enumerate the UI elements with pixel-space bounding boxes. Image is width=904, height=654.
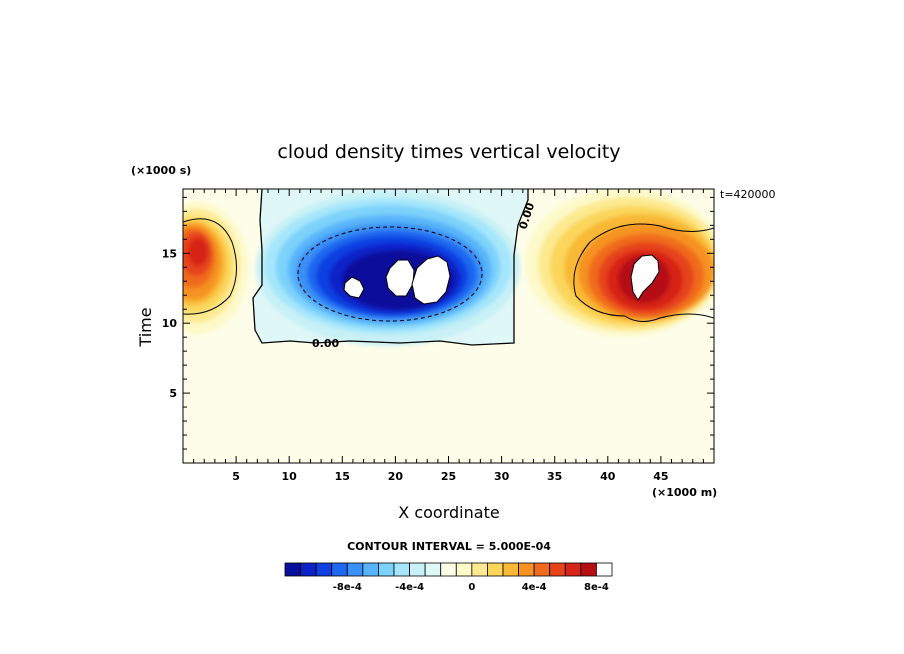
x-tick-label: 20 — [388, 470, 404, 483]
colorbar-swatch — [580, 562, 597, 577]
colorbar-swatch — [564, 562, 582, 577]
x-tick-label: 30 — [494, 470, 510, 483]
neg-hole-3 — [411, 255, 451, 305]
colorbar-tick-label: 4e-4 — [522, 582, 547, 593]
y-tick-label: 15 — [162, 247, 177, 260]
colorbar-swatch — [409, 562, 426, 577]
colorbar-tick-label: -8e-4 — [333, 582, 362, 593]
y-axis-label: Time — [136, 307, 155, 347]
colorbar-swatch — [284, 562, 301, 577]
pos-hole-right — [630, 254, 660, 301]
colorbar-swatch — [393, 562, 410, 577]
contour-label-bottom: 0.00 — [312, 337, 339, 350]
zero-contour-line-center — [252, 189, 529, 346]
colorbar-swatch — [362, 562, 379, 577]
x-tick-label: 10 — [282, 470, 298, 483]
colorbar-swatch — [596, 562, 613, 577]
colorbar-swatch — [487, 562, 504, 577]
colorbar-swatch — [378, 562, 395, 577]
plot-area: 0.00 0.00 — [183, 189, 714, 463]
contour-interval-label: CONTOUR INTERVAL = 5.000E-04 — [347, 540, 551, 553]
colorbar-swatch — [331, 562, 348, 577]
positive-cell-left — [183, 202, 248, 334]
x-tick-label: 35 — [547, 470, 562, 483]
contour-line-left — [183, 218, 237, 315]
colorbar-swatch — [502, 562, 519, 577]
time-stamp-label: t=420000 — [720, 188, 776, 201]
colorbar-swatch — [471, 562, 488, 577]
negative-contour-line — [297, 226, 483, 322]
colorbar-swatch — [518, 562, 535, 577]
colorbar-swatch — [440, 562, 457, 577]
x-axis-unit: (×1000 m) — [652, 486, 717, 499]
neg-hole-2 — [385, 259, 415, 297]
colorbar-swatch — [424, 562, 442, 577]
contour-line-right — [573, 223, 714, 322]
chart-title: cloud density times vertical velocity — [277, 141, 620, 163]
x-axis: 5 10 15 20 25 30 35 40 45 — [193, 189, 704, 483]
x-tick-label: 5 — [232, 470, 240, 483]
colorbar-swatch — [346, 562, 364, 577]
colorbar-swatch — [549, 562, 566, 577]
pos-left-level-8 — [188, 238, 208, 266]
positive-cell-right — [525, 189, 714, 336]
x-tick-label: 25 — [441, 470, 456, 483]
colorbar: -8e-4 -4e-4 0 4e-4 8e-4 — [284, 562, 613, 593]
colorbar-tick-label: 0 — [468, 582, 475, 593]
y-axis-unit: (×1000 s) — [131, 164, 191, 177]
x-axis-label: X coordinate — [398, 503, 499, 522]
colorbar-swatch — [533, 562, 551, 577]
y-axis: 5 10 15 — [162, 196, 714, 450]
x-tick-label: 15 — [335, 470, 350, 483]
y-tick-label: 10 — [162, 317, 178, 330]
colorbar-tick-label: 8e-4 — [584, 582, 609, 593]
colorbar-tick-label: -4e-4 — [395, 582, 424, 593]
colorbar-swatch — [455, 562, 473, 577]
x-tick-label: 40 — [600, 470, 616, 483]
neg-hole-1 — [343, 276, 365, 299]
y-tick-label: 5 — [169, 387, 177, 400]
colorbar-swatch — [300, 562, 317, 577]
colorbar-swatch — [315, 562, 333, 577]
x-tick-label: 45 — [653, 470, 668, 483]
negative-cell-center — [252, 189, 529, 346]
